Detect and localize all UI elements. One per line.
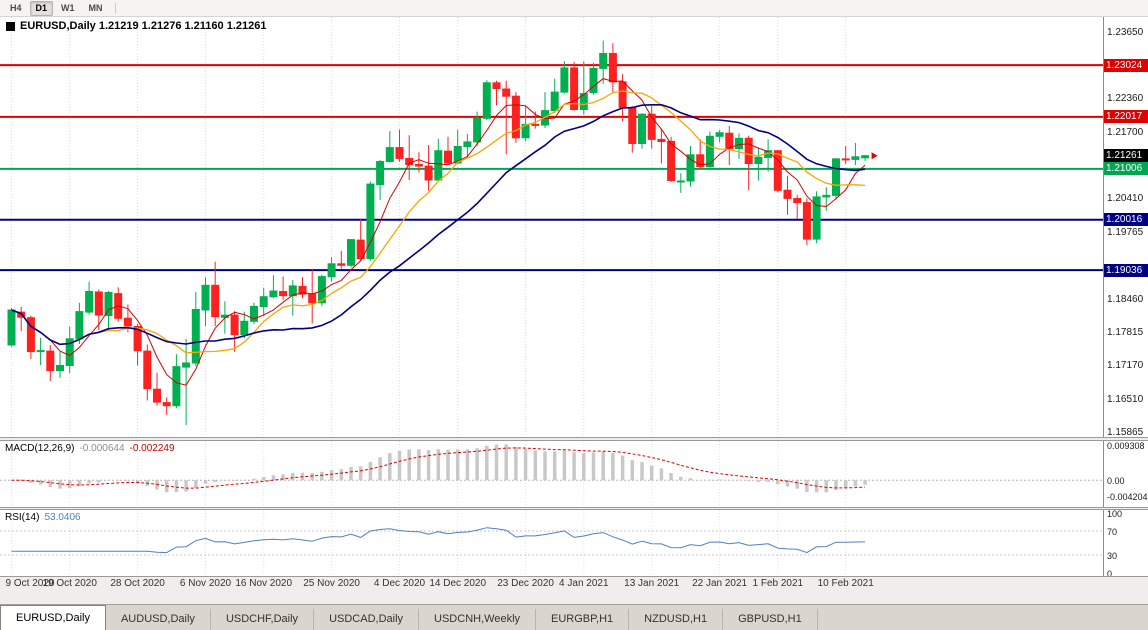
tab-usdcad-daily[interactable]: USDCAD,Daily xyxy=(314,609,420,630)
last-price-arrow xyxy=(871,152,878,160)
price-panel: 1.23650 1.22360 1.21700 1.20410 1.19765 1.184… xyxy=(0,17,1148,438)
tab-usdchf-daily[interactable]: USDCHF,Daily xyxy=(211,609,315,630)
date-label: 9 Oct 2020 xyxy=(5,578,55,589)
level-price-tag: 1.19036 xyxy=(1104,263,1148,277)
macd-axis-label: 0.00 xyxy=(1107,476,1125,487)
tab-eurgbp-h1[interactable]: EURGBP,H1 xyxy=(536,609,630,630)
price-chart[interactable] xyxy=(0,17,1103,437)
date-label: 16 Nov 2020 xyxy=(235,578,293,589)
date-label: 23 Dec 2020 xyxy=(497,578,554,589)
level-price-tag: 1.22017 xyxy=(1104,110,1148,124)
date-label: 1 Feb 2021 xyxy=(752,578,804,589)
date-label: 28 Oct 2020 xyxy=(110,578,165,589)
price-axis-label: 1.23650 xyxy=(1107,26,1144,38)
timeframe-mn-button[interactable]: MN xyxy=(88,2,103,13)
rsi-axis-label: 30 xyxy=(1107,551,1118,561)
chart-tabs-bar: EURUSD,Daily AUDUSD,Daily USDCHF,Daily U… xyxy=(0,604,1148,630)
macd-chart[interactable] xyxy=(0,441,1103,507)
rsi-value: 53.0406 xyxy=(44,512,81,523)
price-axis-label: 1.19765 xyxy=(1107,226,1144,238)
macd-axis-label: 0.009308 xyxy=(1107,441,1145,452)
timeframe-toolbar: H4 D1 W1 MN xyxy=(0,0,1148,17)
rsi-axis[interactable]: 100 70 30 0 xyxy=(1103,510,1148,576)
macd-axis[interactable]: 0.009308 0.00 -0.004204 xyxy=(1103,441,1148,507)
price-axis-label: 1.15865 xyxy=(1107,427,1144,437)
price-axis-label: 1.17815 xyxy=(1107,326,1144,338)
level-price-tag: 1.21006 xyxy=(1104,162,1148,176)
price-axis-label: 1.16510 xyxy=(1107,393,1144,405)
macd-signal-value: -0.002249 xyxy=(129,443,175,454)
date-label: 14 Dec 2020 xyxy=(429,578,487,589)
rsi-panel: 100 70 30 0 RSI(14) 53.0406 xyxy=(0,509,1148,577)
toolbar-separator xyxy=(114,2,116,14)
timeframe-h4-button[interactable]: H4 xyxy=(10,2,22,13)
timeframe-w1-button[interactable]: W1 xyxy=(61,2,75,13)
chart-title-text: EURUSD,Daily 1.21219 1.21276 1.21160 1.2… xyxy=(20,20,267,32)
rsi-chart[interactable] xyxy=(0,510,1103,576)
time-axis[interactable]: 9 Oct 2020 19 Oct 2020 28 Oct 2020 6 Nov 20… xyxy=(0,577,1103,593)
macd-name: MACD(12,26,9) xyxy=(5,443,75,454)
tab-nzdusd-h1[interactable]: NZDUSD,H1 xyxy=(629,609,724,630)
date-label: 4 Jan 2021 xyxy=(559,578,609,589)
macd-axis-label: -0.004204 xyxy=(1107,491,1148,502)
tab-usdcnh-weekly[interactable]: USDCNH,Weekly xyxy=(419,609,537,630)
chart-title: EURUSD,Daily 1.21219 1.21276 1.21160 1.2… xyxy=(6,20,266,32)
macd-label: MACD(12,26,9) -0.000644 -0.002249 xyxy=(5,443,175,454)
macd-main-value: -0.000644 xyxy=(79,443,125,454)
timeframe-d1-button[interactable]: D1 xyxy=(29,0,54,16)
current-price-tag: 1.21261 xyxy=(1104,149,1148,163)
price-axis[interactable]: 1.23650 1.22360 1.21700 1.20410 1.19765 1.184… xyxy=(1103,17,1148,437)
price-axis-label: 1.17170 xyxy=(1107,360,1144,372)
macd-panel: 0.009308 0.00 -0.004204 MACD(12,26,9) -0.0… xyxy=(0,440,1148,508)
level-price-tag: 1.20016 xyxy=(1104,213,1148,227)
rsi-name: RSI(14) xyxy=(5,512,40,523)
date-label: 13 Jan 2021 xyxy=(624,578,680,589)
date-label: 22 Jan 2021 xyxy=(692,578,748,589)
chart-icon xyxy=(6,21,15,31)
date-label: 10 Feb 2021 xyxy=(817,578,874,589)
price-axis-label: 1.21700 xyxy=(1107,127,1144,139)
rsi-axis-label: 100 xyxy=(1107,510,1123,519)
rsi-axis-label: 70 xyxy=(1107,527,1118,537)
date-label: 25 Nov 2020 xyxy=(303,578,360,589)
tab-gbpusd-h1[interactable]: GBPUSD,H1 xyxy=(723,609,818,630)
level-price-tag: 1.23024 xyxy=(1104,58,1148,72)
price-axis-label: 1.22360 xyxy=(1107,93,1144,105)
tab-audusd-daily[interactable]: AUDUSD,Daily xyxy=(106,609,211,630)
date-label: 19 Oct 2020 xyxy=(42,578,97,589)
price-axis-label: 1.18460 xyxy=(1107,293,1144,305)
rsi-label: RSI(14) 53.0406 xyxy=(5,512,81,523)
chart-area: 1.23650 1.22360 1.21700 1.20410 1.19765 1.184… xyxy=(0,17,1148,600)
rsi-axis-label: 0 xyxy=(1107,569,1113,576)
price-axis-label: 1.20410 xyxy=(1107,193,1144,205)
date-label: 6 Nov 2020 xyxy=(179,578,232,589)
date-label: 4 Dec 2020 xyxy=(373,578,426,589)
tab-eurusd-daily[interactable]: EURUSD,Daily xyxy=(0,605,106,630)
